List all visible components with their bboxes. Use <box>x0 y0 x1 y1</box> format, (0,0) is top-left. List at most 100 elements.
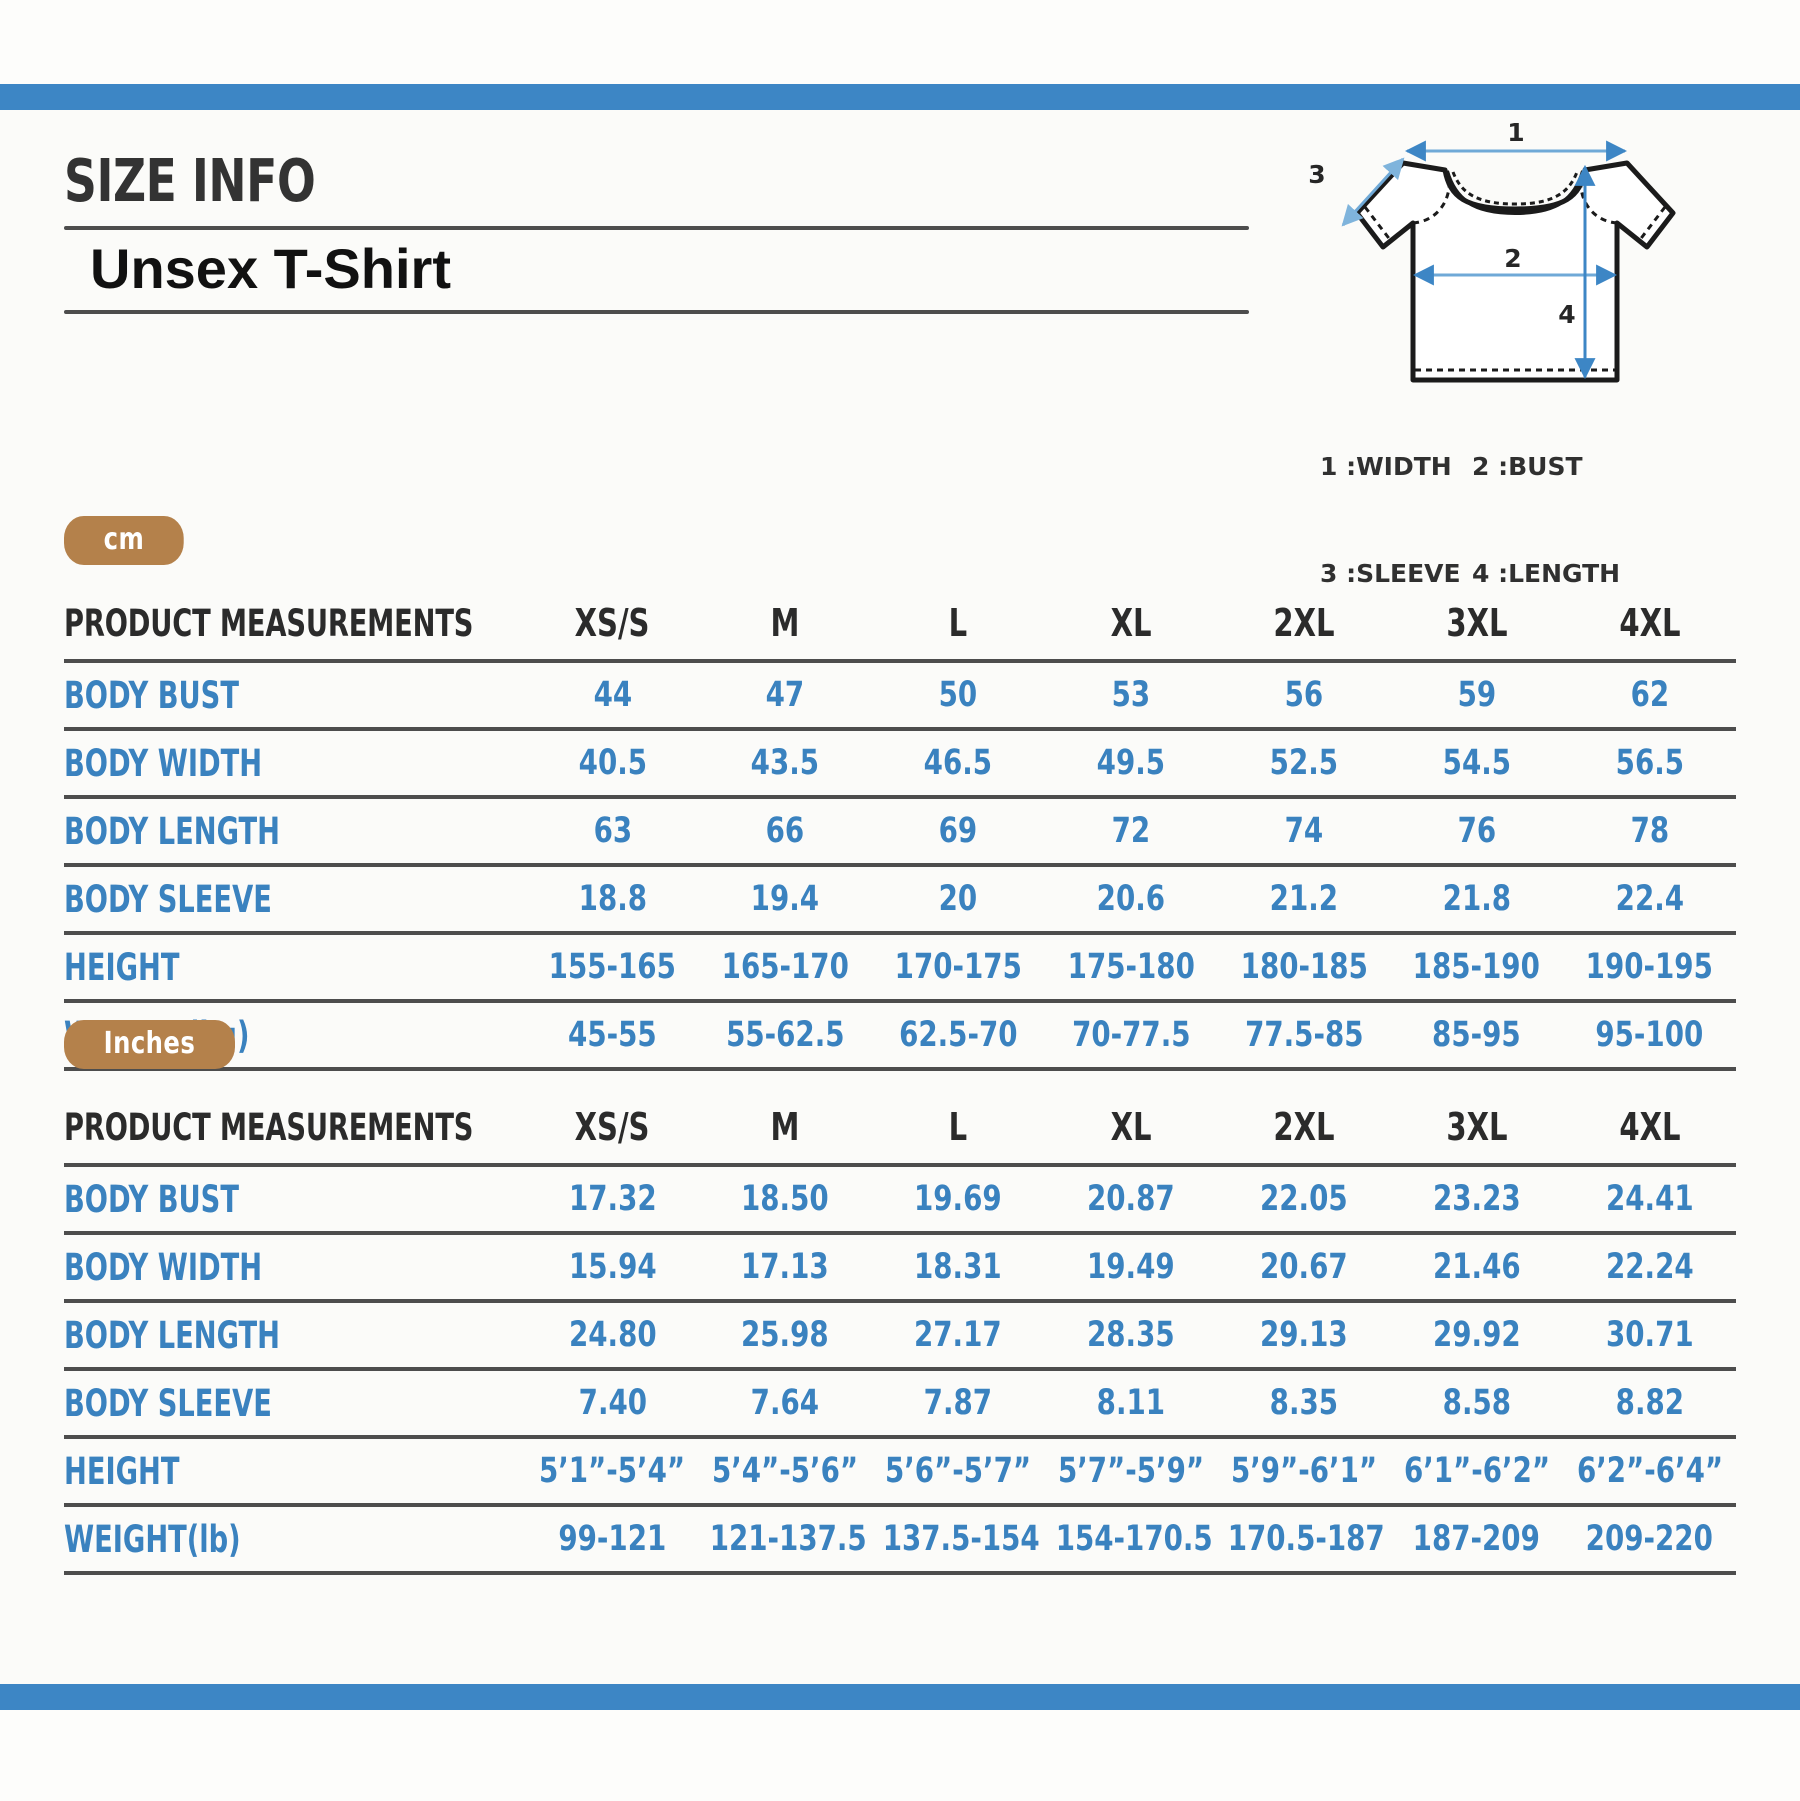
cell: 8.82 <box>1563 1369 1736 1439</box>
cell: 18.8 <box>526 865 699 935</box>
col-header-xl: XL <box>1044 1091 1218 1167</box>
col-header-4xl: 4XL <box>1563 1091 1736 1167</box>
cell: 99-121 <box>526 1505 699 1575</box>
cell: 76 <box>1390 797 1564 867</box>
cell: 53 <box>1044 661 1218 731</box>
inches-table-block: Inches PRODUCT MEASUREMENTS XS/S M L XL … <box>64 1020 1736 1575</box>
unit-badge-inches: Inches <box>64 1020 235 1069</box>
cell: 25.98 <box>698 1301 872 1371</box>
table-header-row: PRODUCT MEASUREMENTS XS/S M L XL 2XL 3XL… <box>64 1091 1736 1167</box>
cell: 47 <box>698 661 872 731</box>
cell: 21.2 <box>1217 865 1391 935</box>
col-header-m: M <box>698 587 872 663</box>
table-row: BODY WIDTH 15.94 17.13 18.31 19.49 20.67… <box>64 1233 1736 1303</box>
cell: 5’4”-5’6” <box>698 1437 872 1507</box>
legend-item-bust: 2 :BUST <box>1472 452 1583 481</box>
svg-text:1: 1 <box>1507 118 1524 147</box>
cell: 165-170 <box>698 933 872 1003</box>
table-header-row: PRODUCT MEASUREMENTS XS/S M L XL 2XL 3XL… <box>64 587 1736 663</box>
col-header-xss: XS/S <box>526 1091 699 1167</box>
bottom-accent-bar <box>0 1684 1800 1710</box>
cell: 209-220 <box>1563 1505 1736 1575</box>
col-header-xss: XS/S <box>526 587 699 663</box>
cm-table-body: BODY BUST 44 47 50 53 56 59 62 BODY WIDT… <box>64 661 1736 1071</box>
cell: 50 <box>871 661 1045 731</box>
col-header-2xl: 2XL <box>1217 1091 1391 1167</box>
cell: 62 <box>1563 661 1736 731</box>
col-header-2xl: 2XL <box>1217 587 1391 663</box>
tshirt-icon: 1 2 3 4 <box>1308 118 1676 383</box>
col-header-measurements: PRODUCT MEASUREMENTS <box>64 587 527 663</box>
cell: 21.8 <box>1390 865 1564 935</box>
col-header-3xl: 3XL <box>1390 1091 1564 1167</box>
row-label: WEIGHT(lb) <box>64 1505 527 1575</box>
col-header-l: L <box>871 587 1045 663</box>
tshirt-diagram: 1 2 3 4 <box>1295 115 1735 515</box>
cell: 70-77.5 <box>1044 1001 1218 1071</box>
cell: 29.13 <box>1217 1301 1391 1371</box>
cell: 17.13 <box>698 1233 872 1303</box>
table-row: BODY BUST 17.32 18.50 19.69 20.87 22.05 … <box>64 1165 1736 1235</box>
cell: 63 <box>526 797 699 867</box>
top-accent-bar <box>0 84 1800 110</box>
cm-size-table: PRODUCT MEASUREMENTS XS/S M L XL 2XL 3XL… <box>64 587 1736 1071</box>
cell: 20.67 <box>1217 1233 1391 1303</box>
cell: 154-170.5 <box>1044 1505 1218 1575</box>
cell: 8.58 <box>1390 1369 1564 1439</box>
cell: 54.5 <box>1390 729 1564 799</box>
cell: 44 <box>526 661 699 731</box>
cell: 7.87 <box>871 1369 1045 1439</box>
cell: 7.64 <box>698 1369 872 1439</box>
row-label: BODY BUST <box>64 1165 527 1235</box>
cell: 20 <box>871 865 1045 935</box>
cell: 6’1”-6’2” <box>1390 1437 1564 1507</box>
cell: 27.17 <box>871 1301 1045 1371</box>
cell: 49.5 <box>1044 729 1218 799</box>
cell: 170.5-187 <box>1217 1505 1391 1575</box>
row-label: HEIGHT <box>64 933 527 1003</box>
cell: 6’2”-6’4” <box>1563 1437 1736 1507</box>
cell: 24.41 <box>1563 1165 1736 1235</box>
cell: 187-209 <box>1390 1505 1564 1575</box>
cell: 23.23 <box>1390 1165 1564 1235</box>
cell: 19.4 <box>698 865 872 935</box>
cell: 8.11 <box>1044 1369 1218 1439</box>
cell: 18.50 <box>698 1165 872 1235</box>
cell: 175-180 <box>1044 933 1218 1003</box>
legend-row: 3 :SLEEVE 4 :LENGTH <box>1320 556 1624 592</box>
inches-table-head: PRODUCT MEASUREMENTS XS/S M L XL 2XL 3XL… <box>64 1091 1736 1167</box>
cell: 22.4 <box>1563 865 1736 935</box>
col-header-l: L <box>871 1091 1045 1167</box>
diagram-legend: 1 :WIDTH 2 :BUST 3 :SLEEVE 4 :LENGTH <box>1320 378 1624 662</box>
cell: 45-55 <box>526 1001 699 1071</box>
title-divider-top <box>64 225 1249 230</box>
cell: 17.32 <box>526 1165 699 1235</box>
row-label: BODY SLEEVE <box>64 1369 527 1439</box>
inches-unit-badge-wrap: Inches <box>64 1020 1736 1069</box>
table-row: BODY BUST 44 47 50 53 56 59 62 <box>64 661 1736 731</box>
cell: 43.5 <box>698 729 872 799</box>
cell: 22.05 <box>1217 1165 1391 1235</box>
cell: 59 <box>1390 661 1564 731</box>
cell: 55-62.5 <box>698 1001 872 1071</box>
cell: 137.5-154 <box>871 1505 1045 1575</box>
table-row: WEIGHT(kg) 45-55 55-62.5 62.5-70 70-77.5… <box>64 1001 1736 1071</box>
legend-row: 1 :WIDTH 2 :BUST <box>1320 449 1624 485</box>
cell: 121-137.5 <box>698 1505 872 1575</box>
col-header-m: M <box>698 1091 872 1167</box>
cell: 66 <box>698 797 872 867</box>
cell: 30.71 <box>1563 1301 1736 1371</box>
cm-table-head: PRODUCT MEASUREMENTS XS/S M L XL 2XL 3XL… <box>64 587 1736 663</box>
cell: 21.46 <box>1390 1233 1564 1303</box>
page-heading: SIZE INFO Unsex T-Shirt <box>64 150 1264 315</box>
table-row: BODY LENGTH 24.80 25.98 27.17 28.35 29.1… <box>64 1301 1736 1371</box>
row-label: HEIGHT <box>64 1437 527 1507</box>
cell: 19.49 <box>1044 1233 1218 1303</box>
table-row: BODY LENGTH 63 66 69 72 74 76 78 <box>64 797 1736 867</box>
table-row: HEIGHT 155-165 165-170 170-175 175-180 1… <box>64 933 1736 1003</box>
cm-unit-badge-wrap: cm <box>64 516 1736 565</box>
cell: 24.80 <box>526 1301 699 1371</box>
cell: 69 <box>871 797 1045 867</box>
table-row: WEIGHT(lb) 99-121 121-137.5 137.5-154 15… <box>64 1505 1736 1575</box>
cell: 5’1”-5’4” <box>526 1437 699 1507</box>
